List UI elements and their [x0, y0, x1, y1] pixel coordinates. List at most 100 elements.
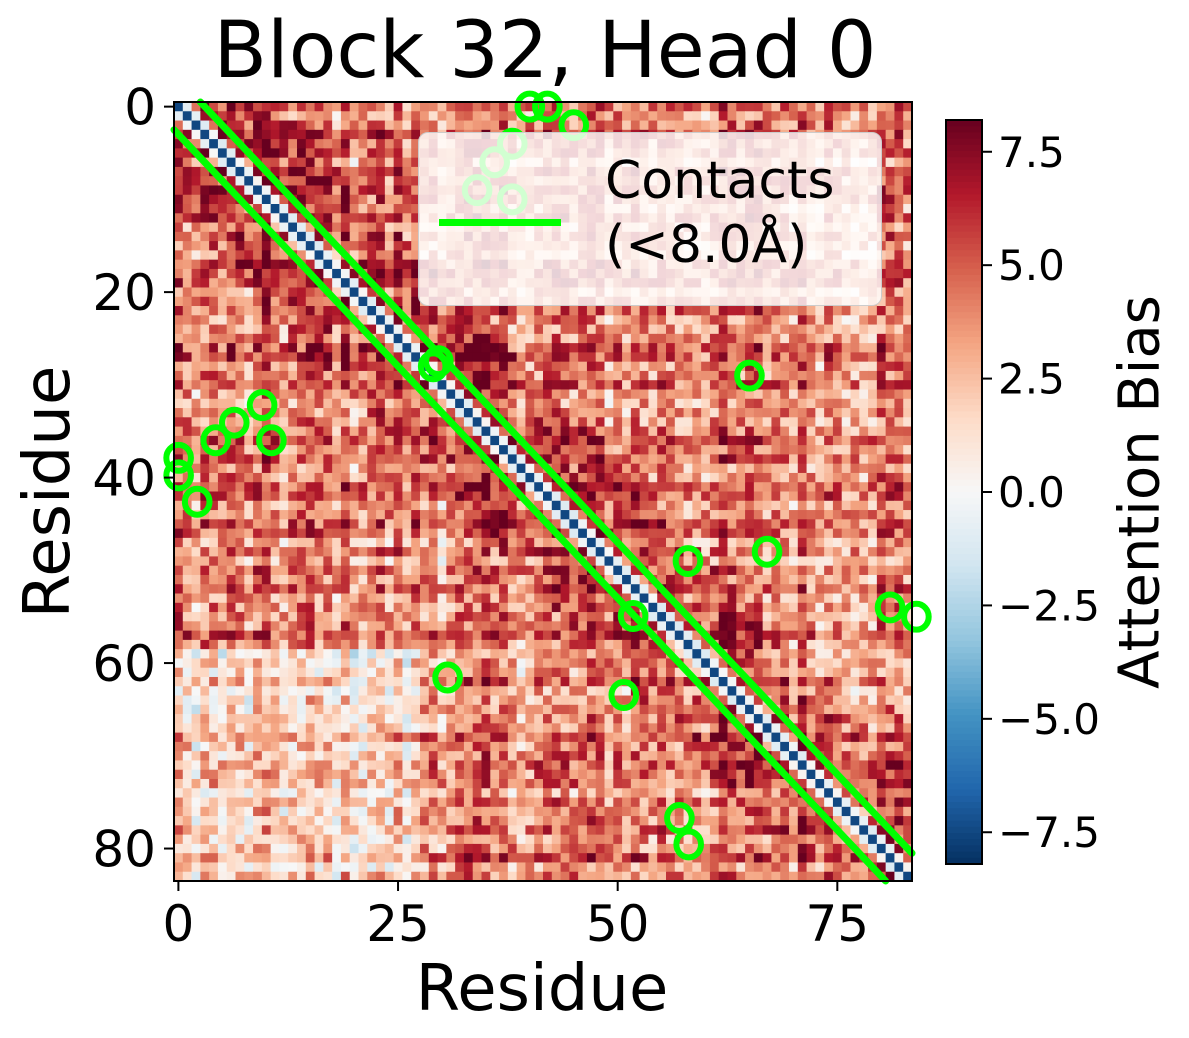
heatmap-cell [499, 343, 509, 353]
heatmap-cell [534, 612, 544, 622]
heatmap-cell [411, 602, 421, 613]
heatmap-cell [736, 111, 746, 122]
heatmap-cell [586, 612, 597, 622]
heatmap-cell [200, 528, 210, 539]
heatmap-cell [200, 472, 210, 483]
heatmap-cell [463, 408, 474, 418]
heatmap-cell [894, 120, 904, 131]
heatmap-cell [288, 315, 298, 326]
heatmap-cell [384, 185, 395, 196]
heatmap-cell [885, 333, 896, 344]
heatmap-cell [261, 361, 272, 372]
heatmap-cell [674, 102, 685, 112]
heatmap-cell [797, 454, 808, 465]
heatmap-cell [850, 389, 860, 400]
heatmap-cell [797, 361, 808, 372]
heatmap-cell [745, 333, 755, 344]
heatmap-cell [314, 547, 324, 558]
heatmap-cell [279, 593, 289, 604]
heatmap-cell [270, 213, 281, 224]
heatmap-cell [859, 528, 869, 539]
heatmap-cell [349, 389, 360, 400]
heatmap-cell [174, 630, 184, 641]
heatmap-cell [797, 593, 808, 604]
heatmap-cell [358, 435, 368, 446]
heatmap-cell [209, 565, 219, 576]
heatmap-cell [402, 204, 412, 214]
heatmap-cell [885, 343, 896, 353]
heatmap-cell [604, 324, 614, 335]
heatmap-cell [630, 306, 641, 316]
heatmap-cell [446, 621, 456, 632]
heatmap-cell [832, 102, 843, 112]
heatmap-cell [850, 324, 860, 335]
heatmap-cell [402, 482, 412, 493]
heatmap-cell [428, 111, 439, 122]
heatmap-cell [288, 630, 298, 641]
heatmap-cell [630, 639, 641, 650]
heatmap-cell [797, 398, 808, 409]
heatmap-cell [340, 528, 351, 539]
heatmap-cell [692, 537, 702, 548]
heatmap-cell [349, 213, 360, 224]
heatmap-cell [674, 389, 685, 400]
heatmap-cell [209, 185, 219, 196]
heatmap-cell [191, 166, 201, 177]
heatmap-cell [446, 630, 456, 641]
heatmap-cell [209, 556, 219, 567]
heatmap-cell [604, 612, 614, 622]
heatmap-cell [323, 333, 333, 344]
heatmap-cell [384, 333, 395, 344]
heatmap-cell [674, 621, 685, 632]
heatmap-cell [753, 565, 764, 576]
heatmap-cell [393, 176, 404, 187]
heatmap-cell [718, 630, 729, 641]
heatmap-cell [472, 491, 483, 502]
heatmap-cell [894, 630, 904, 641]
heatmap-cell [586, 556, 597, 567]
heatmap-cell [630, 111, 641, 122]
heatmap-cell [349, 510, 360, 520]
heatmap-cell [376, 398, 386, 409]
heatmap-cell [885, 176, 896, 187]
heatmap-cell [490, 417, 500, 428]
heatmap-cell [200, 463, 210, 474]
heatmap-cell [894, 222, 904, 233]
heatmap-cell [420, 500, 430, 511]
heatmap-cell [270, 426, 281, 437]
heatmap-cell [701, 574, 711, 585]
heatmap-cell [569, 417, 579, 428]
heatmap-cell [261, 343, 272, 353]
heatmap-cell [384, 380, 395, 391]
heatmap-cell [701, 556, 711, 567]
heatmap-cell [648, 537, 658, 548]
heatmap-cell [543, 454, 553, 465]
heatmap-cell [358, 296, 368, 307]
heatmap-cell [736, 370, 746, 381]
heatmap-cell [876, 463, 887, 474]
heatmap-cell [718, 389, 729, 400]
heatmap-cell [314, 454, 324, 465]
heatmap-cell [657, 352, 667, 363]
heatmap-cell [595, 482, 606, 493]
heatmap-cell [209, 510, 219, 520]
heatmap-cell [859, 361, 869, 372]
heatmap-cell [806, 324, 816, 335]
heatmap-cell [332, 287, 342, 298]
heatmap-cell [569, 306, 579, 316]
heatmap-cell [490, 602, 500, 613]
heatmap-cell [657, 315, 667, 326]
heatmap-cell [753, 639, 764, 650]
heatmap-cell [736, 454, 746, 465]
heatmap-cell [569, 352, 579, 363]
heatmap-cell [261, 139, 272, 149]
heatmap-cell [367, 148, 377, 159]
heatmap-cell [727, 528, 737, 539]
heatmap-cell [551, 435, 562, 446]
heatmap-cell [736, 547, 746, 558]
heatmap-cell [314, 157, 324, 168]
heatmap-cell [657, 408, 667, 418]
heatmap-cell [516, 528, 527, 539]
heatmap-cell [376, 537, 386, 548]
heatmap-cell [455, 621, 465, 632]
